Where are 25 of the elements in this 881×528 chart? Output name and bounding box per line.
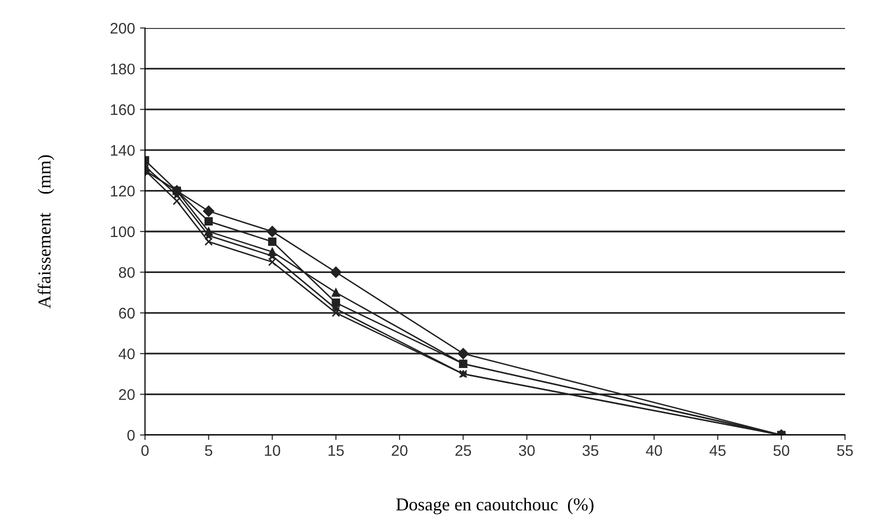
x-tick-label: 45 — [710, 445, 726, 456]
x-tick-label: 50 — [773, 445, 790, 456]
x-tick-label: 30 — [518, 445, 535, 456]
x-tick-label: 5 — [205, 445, 212, 456]
y-tick-label: 80 — [118, 267, 135, 278]
y-tick-label: 200 — [110, 22, 135, 34]
y-axis-title: Affaissement (mm) — [38, 155, 54, 308]
y-tick-label: 180 — [110, 64, 135, 74]
y-tick-label: 140 — [110, 144, 135, 156]
y-tick-label: 120 — [110, 186, 135, 196]
x-tick-label: 55 — [837, 445, 853, 456]
x-tick-label: 40 — [646, 445, 662, 456]
y-tick-label: 40 — [118, 348, 135, 360]
y-tick-label: 20 — [119, 389, 135, 400]
x-tick-label: 10 — [264, 445, 280, 456]
x-tick-label: 15 — [328, 445, 344, 456]
y-tick-label: 100 — [110, 226, 135, 238]
x-axis-title: Dosage en caoutchouc (%) — [396, 498, 594, 514]
y-tick-label: 0 — [127, 430, 135, 441]
x-tick-label: 20 — [392, 445, 408, 456]
x-tick-label: 0 — [141, 445, 149, 456]
y-tick-label: 60 — [119, 308, 135, 319]
y-tick-label: 160 — [110, 104, 135, 116]
x-tick-label: 25 — [455, 445, 472, 456]
x-tick-label: 35 — [582, 445, 598, 456]
